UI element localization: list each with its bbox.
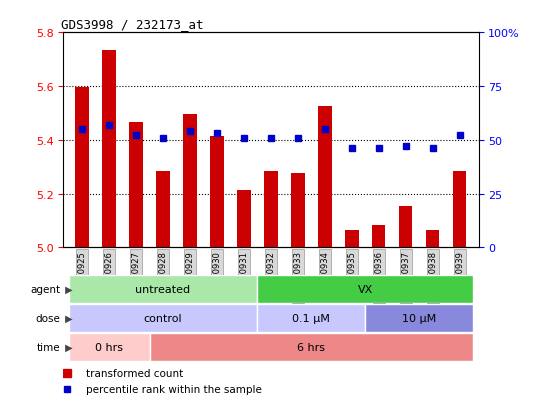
Bar [257,275,473,304]
Text: transformed count: transformed count [86,368,183,378]
Text: GDS3998 / 232173_at: GDS3998 / 232173_at [61,17,204,31]
Bar [257,304,365,332]
Bar [426,230,439,248]
Bar [69,304,257,332]
Bar [183,115,197,248]
Bar [365,304,473,332]
Bar [291,174,305,248]
Text: percentile rank within the sample: percentile rank within the sample [86,384,262,394]
Text: ▶: ▶ [62,313,72,323]
Bar [453,171,466,248]
Bar [69,275,257,304]
Text: ▶: ▶ [62,342,72,352]
Bar [129,123,143,248]
Bar [210,136,224,248]
Bar [345,230,359,248]
Bar [237,190,251,248]
Text: control: control [144,313,183,323]
Bar [318,107,332,248]
Text: untreated: untreated [135,285,191,294]
Text: 0.1 μM: 0.1 μM [293,313,330,323]
Text: ▶: ▶ [62,285,72,294]
Text: agent: agent [30,285,60,294]
Bar [156,171,170,248]
Text: dose: dose [36,313,60,323]
Text: time: time [37,342,60,352]
Bar [264,171,278,248]
Bar [372,225,386,248]
Text: 6 hrs: 6 hrs [298,342,325,352]
Text: 0 hrs: 0 hrs [95,342,123,352]
Bar [150,333,473,361]
Text: VX: VX [358,285,373,294]
Bar [399,206,412,248]
Bar [102,50,116,248]
Bar [69,333,150,361]
Bar [75,88,89,248]
Text: 10 μM: 10 μM [402,313,436,323]
